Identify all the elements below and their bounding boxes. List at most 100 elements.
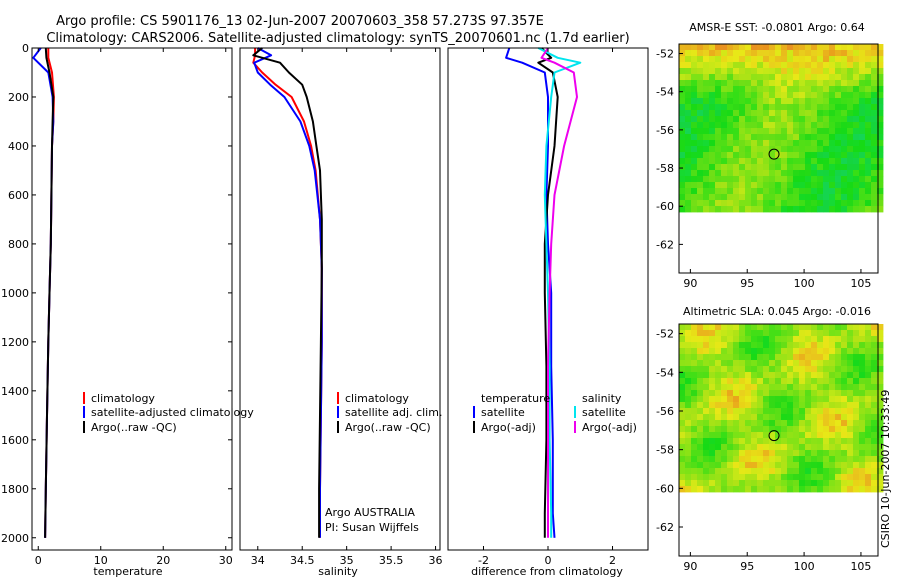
heatmap-cell — [793, 56, 800, 63]
heatmap-cell — [697, 474, 704, 481]
heatmap-cell — [787, 384, 794, 391]
heatmap-cell — [859, 444, 866, 451]
heatmap-cell — [817, 104, 824, 111]
heatmap-cell — [685, 336, 692, 343]
heatmap-cell — [745, 62, 752, 69]
heatmap-cell — [859, 462, 866, 469]
heatmap-cell — [685, 86, 692, 93]
heatmap-cell — [787, 56, 794, 63]
heatmap-cell — [715, 444, 722, 451]
heatmap-cell — [829, 456, 836, 463]
heatmap-cell — [787, 62, 794, 69]
heatmap-cell — [871, 444, 878, 451]
heatmap-cell — [853, 330, 860, 337]
heatmap-cell — [835, 438, 842, 445]
heatmap-cell — [817, 116, 824, 123]
heatmap-cell — [721, 480, 728, 487]
heatmap-cell — [715, 372, 722, 379]
heatmap-cell — [805, 408, 812, 415]
heatmap-cell — [877, 110, 884, 117]
heatmap-cell — [841, 68, 848, 75]
y-tick-label: 1400 — [1, 385, 29, 398]
heatmap-cell — [745, 98, 752, 105]
heatmap-cell — [715, 462, 722, 469]
heatmap-cell — [835, 140, 842, 147]
heatmap-cell — [769, 390, 776, 397]
heatmap-cell — [679, 110, 686, 117]
heatmap-cell — [775, 402, 782, 409]
heatmap-cell — [805, 170, 812, 177]
heatmap-cell — [841, 146, 848, 153]
heatmap-cell — [799, 86, 806, 93]
heatmap-cell — [775, 56, 782, 63]
heatmap-cell — [811, 134, 818, 141]
heatmap-cell — [685, 462, 692, 469]
heatmap-cell — [787, 414, 794, 421]
heatmap-cell — [835, 390, 842, 397]
heatmap-cell — [823, 444, 830, 451]
heatmap-cell — [793, 200, 800, 207]
heatmap-cell — [841, 98, 848, 105]
heatmap-cell — [685, 176, 692, 183]
heatmap-cell — [823, 164, 830, 171]
heatmap-cell — [787, 182, 794, 189]
heatmap-cell — [781, 200, 788, 207]
heatmap-cell — [799, 378, 806, 385]
heatmap-cell — [811, 402, 818, 409]
x-tick-label: 100 — [794, 560, 815, 573]
heatmap-cell — [709, 354, 716, 361]
heatmap-cell — [769, 68, 776, 75]
heatmap-cell — [769, 432, 776, 439]
heatmap-cell — [799, 152, 806, 159]
heatmap-cell — [805, 402, 812, 409]
heatmap-cell — [679, 420, 686, 427]
heatmap-cell — [859, 134, 866, 141]
heatmap-cell — [781, 486, 788, 493]
heatmap-cell — [775, 354, 782, 361]
heatmap-cell — [763, 342, 770, 349]
heatmap-cell — [823, 170, 830, 177]
y-tick-label: -52 — [656, 48, 674, 61]
heatmap-cell — [805, 330, 812, 337]
heatmap-cell — [853, 158, 860, 165]
heatmap-cell — [733, 140, 740, 147]
heatmap-cell — [751, 438, 758, 445]
heatmap-cell — [727, 372, 734, 379]
heatmap-cell — [757, 330, 764, 337]
heatmap-cell — [715, 200, 722, 207]
heatmap-cell — [697, 360, 704, 367]
heatmap-cell — [757, 206, 764, 213]
heatmap-cell — [721, 44, 728, 51]
heatmap-cell — [841, 486, 848, 493]
heatmap-cell — [733, 146, 740, 153]
heatmap-cell — [787, 348, 794, 355]
heatmap-cell — [799, 384, 806, 391]
heatmap-cell — [703, 158, 710, 165]
heatmap-cell — [715, 140, 722, 147]
heatmap-cell — [811, 408, 818, 415]
heatmap-cell — [823, 134, 830, 141]
heatmap-cell — [811, 146, 818, 153]
heatmap-cell — [787, 372, 794, 379]
heatmap-cell — [733, 456, 740, 463]
heatmap-cell — [799, 50, 806, 57]
heatmap-cell — [715, 336, 722, 343]
heatmap-cell — [691, 378, 698, 385]
heatmap-cell — [805, 384, 812, 391]
heatmap-cell — [685, 324, 692, 331]
heatmap-cell — [715, 474, 722, 481]
heatmap-cell — [799, 134, 806, 141]
heatmap-cell — [847, 188, 854, 195]
heatmap-cell — [835, 420, 842, 427]
heatmap-cell — [805, 116, 812, 123]
heatmap-cell — [769, 116, 776, 123]
heatmap-cell — [745, 50, 752, 57]
heatmap-cell — [697, 390, 704, 397]
heatmap-cell — [847, 378, 854, 385]
heatmap-cell — [787, 134, 794, 141]
x-tick-label: -2 — [478, 554, 489, 567]
heatmap-cell — [691, 480, 698, 487]
heatmap-cell — [703, 44, 710, 51]
heatmap-cell — [793, 128, 800, 135]
heatmap-cell — [745, 450, 752, 457]
